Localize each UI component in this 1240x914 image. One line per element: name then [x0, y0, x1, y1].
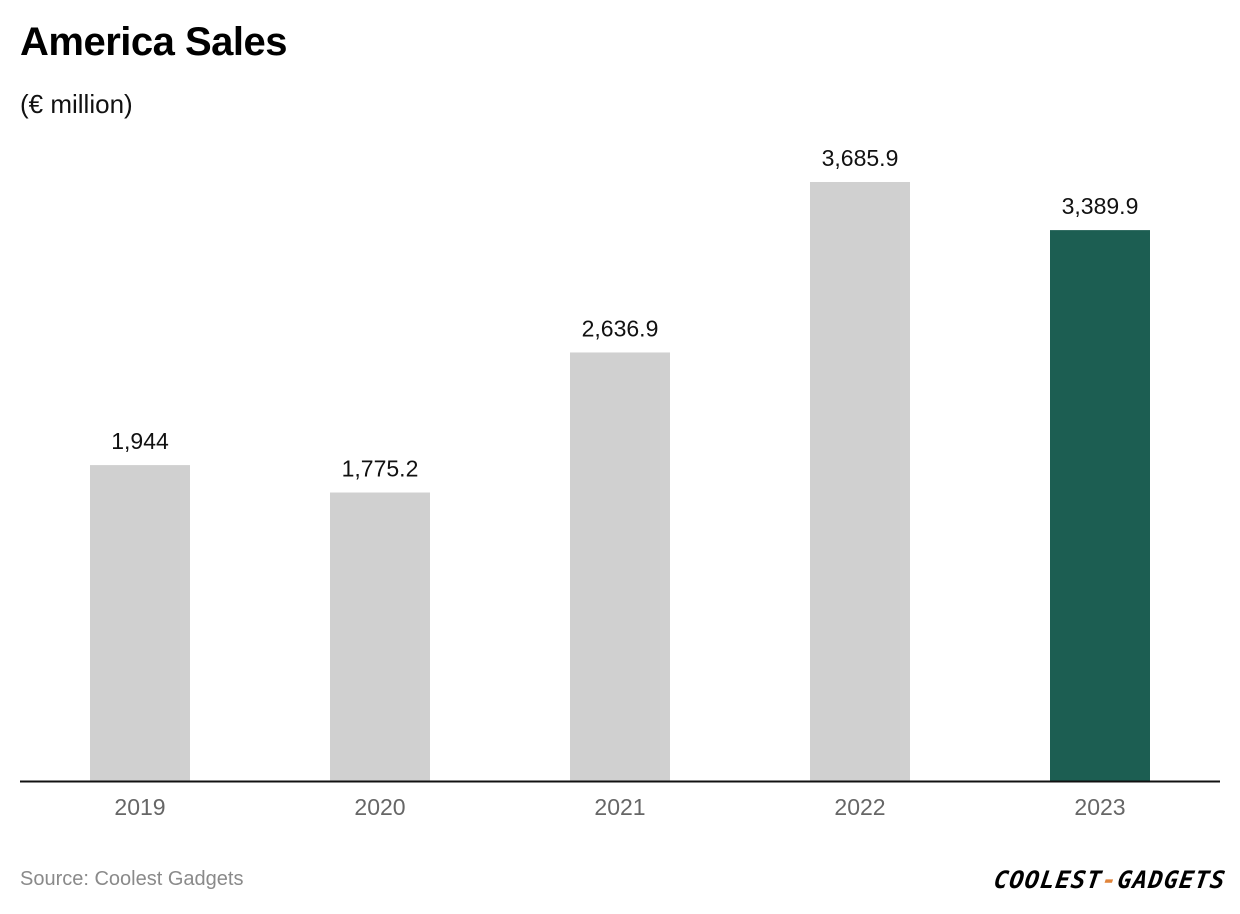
bar-2022 [810, 182, 910, 781]
bar-2019 [90, 465, 190, 781]
x-tick-label-2022: 2022 [834, 794, 885, 820]
x-tick-label-2019: 2019 [114, 794, 165, 820]
bar-2020 [330, 492, 430, 781]
bar-2023 [1050, 230, 1150, 781]
data-label-2021: 2,636.9 [582, 315, 659, 341]
data-label-2022: 3,685.9 [822, 145, 899, 171]
bar-2021 [570, 352, 670, 781]
brand-logo: COOLEST-GADGETS [992, 866, 1228, 894]
chart-title: America Sales [20, 20, 288, 64]
x-tick-label-2020: 2020 [354, 794, 405, 820]
chart-subtitle: (€ million) [20, 89, 133, 119]
data-label-2020: 1,775.2 [342, 456, 419, 482]
data-label-2023: 3,389.9 [1062, 193, 1139, 219]
source-note: Source: Coolest Gadgets [20, 868, 244, 890]
logo-word-2: GADGETS [1115, 866, 1228, 894]
x-tick-label-2023: 2023 [1074, 794, 1125, 820]
logo-word-1: COOLEST [992, 866, 1105, 894]
x-tick-label-2021: 2021 [594, 794, 645, 820]
data-label-2019: 1,944 [111, 428, 169, 454]
